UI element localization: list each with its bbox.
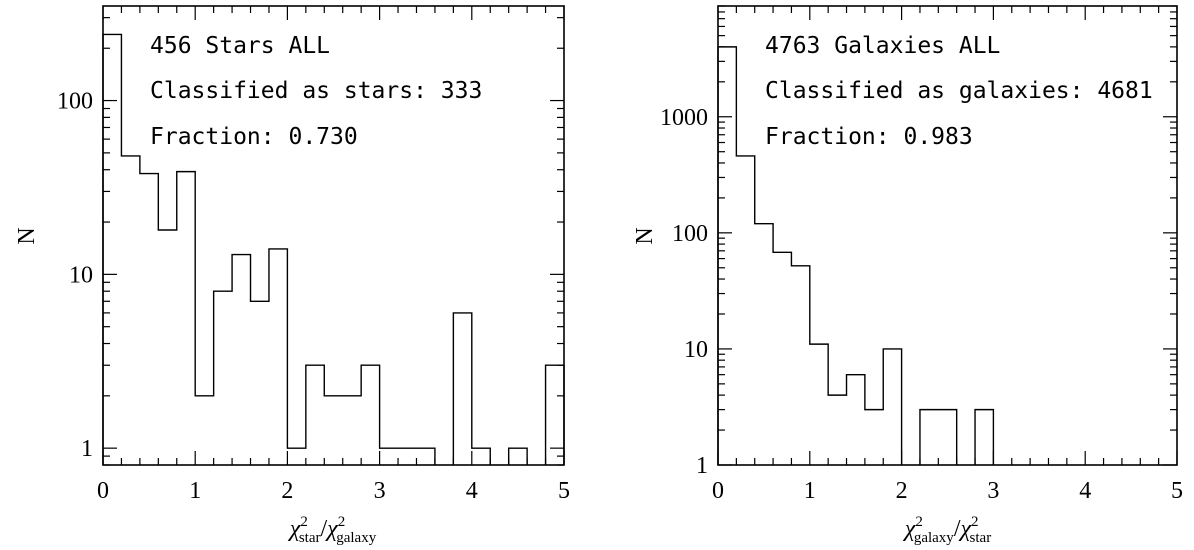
histogram-bin [847,375,865,465]
x-tick-label: 3 [987,478,999,504]
y-tick-label: 10 [684,337,708,363]
histogram-bin [251,301,269,465]
histogram-bin [773,252,791,465]
x-label-den-symbol: χ [958,516,972,542]
histogram-bin [361,365,379,465]
x-label-num-sup: 2 [915,514,923,530]
x-tick-label: 3 [374,478,386,504]
histogram-bin [121,156,139,465]
histogram-outline [717,46,995,465]
histogram-bin [103,34,121,465]
y-tick-label: 1 [81,436,93,462]
histogram-bin [883,349,901,465]
x-label-den-sup: 2 [971,514,979,530]
histogram-bin [343,396,361,465]
x-tick-label: 2 [281,478,293,504]
x-tick-labels: 0 1 2 3 4 5 [97,478,570,504]
histogram-bin [810,344,828,465]
y-tick-label: 100 [672,221,708,247]
histogram-bin [755,224,773,465]
x-tick-label: 2 [896,478,908,504]
histogram-bin [416,448,434,465]
x-label-num-sub: galaxy [914,530,954,546]
x-tick-label: 0 [97,478,109,504]
histogram-bin [736,156,754,465]
histogram-bin [472,448,490,465]
x-label-den-symbol: χ [325,516,339,542]
y-tick-labels: 1 10 100 [57,89,93,463]
histogram-bin [140,174,158,465]
x-tick-label: 4 [1079,478,1091,504]
histogram-bin [865,410,883,465]
histogram-bin [177,172,195,465]
y-tick-label: 1000 [660,105,708,131]
x-label-slash: / [954,516,961,542]
histogram-bin [920,410,938,465]
histogram-bin [791,266,809,465]
x-label-den-sub: star [970,530,992,546]
histogram-outline [102,33,565,465]
x-tick-label: 1 [804,478,816,504]
histogram-bin [214,291,232,465]
histogram-bin [306,365,324,465]
x-tick-label: 1 [189,478,201,504]
x-label-num-symbol: χ [903,516,917,542]
histogram-bin [828,395,846,465]
y-axis-label: N [14,227,40,244]
x-tick-label: 5 [1171,478,1183,504]
x-label-den-sub: galaxy [336,530,376,546]
histogram-bin [324,396,342,465]
histogram-bin [287,448,305,465]
annotation-classified: Classified as stars: 333 [150,78,482,104]
annotation-fraction: Fraction: 0.983 [765,124,973,150]
histogram-bin [158,230,176,465]
histogram-bins [718,47,993,465]
histogram-bin [269,249,287,465]
histogram-bin [546,365,564,465]
histogram-bin [232,255,250,465]
histogram-bin [718,47,736,465]
x-label-den-sup: 2 [338,514,346,530]
x-label-num-sub: star [299,530,321,546]
x-tick-label: 4 [466,478,478,504]
plot-frame [717,5,1178,466]
annotation-total: 4763 Galaxies ALL [765,33,1000,59]
histogram-bin [453,313,471,465]
histogram-bin [975,410,993,465]
histogram-bin [195,396,213,465]
x-tick-labels: 0 1 2 3 4 5 [712,478,1183,504]
histogram-bin [380,448,398,465]
y-tick-labels: 1 10 100 1000 [660,105,708,479]
axis-ticks [717,5,1178,466]
y-axis-label: N [632,227,658,244]
x-label-num-sup: 2 [300,514,308,530]
histogram-bin [938,410,956,465]
x-label-slash: / [321,516,328,542]
annotation-fraction: Fraction: 0.730 [150,124,358,150]
x-axis-label: χ2 galaxy/χ2 star [903,514,991,546]
annotation-classified: Classified as galaxies: 4681 [765,78,1153,104]
x-axis-label: χ2 star/χ2 galaxy [288,514,377,546]
y-tick-label: 10 [69,262,93,288]
x-label-num-symbol: χ [288,516,302,542]
y-tick-label: 100 [57,89,93,115]
histogram-bin [509,448,527,465]
y-tick-label: 1 [696,453,708,479]
histogram-bin [398,448,416,465]
x-tick-label: 5 [558,478,570,504]
x-tick-label: 0 [712,478,724,504]
annotation-total: 456 Stars ALL [150,33,330,59]
